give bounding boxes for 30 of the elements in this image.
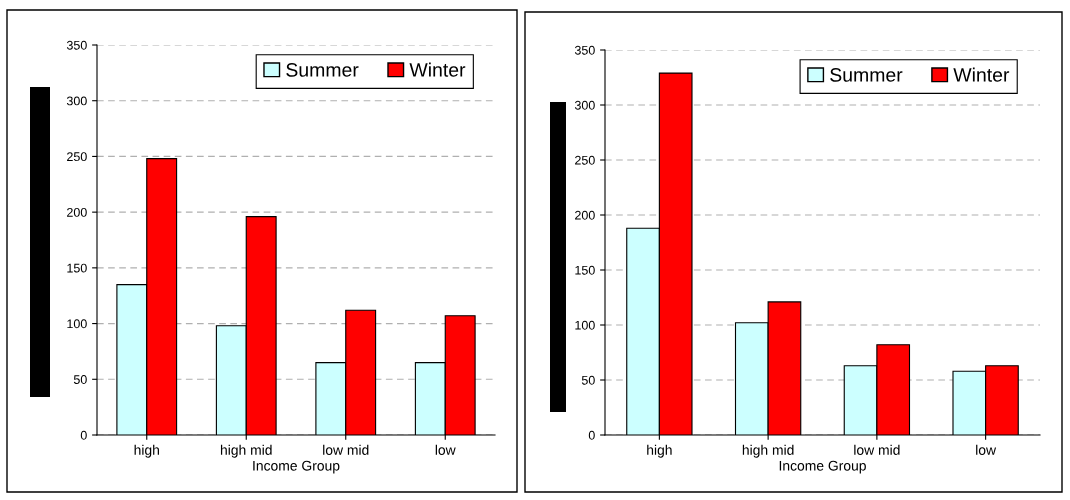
- y-tick-label: 300: [574, 100, 595, 110]
- y-tick-label: 200: [67, 207, 87, 217]
- y-tick-label: 50: [581, 375, 595, 385]
- x-axis-title: Income Group: [779, 460, 866, 474]
- y-tick-label: 350: [66, 40, 87, 50]
- y-tick-label: 100: [575, 320, 595, 330]
- x-tick-label: low: [435, 444, 456, 455]
- y-tick-label: 300: [66, 96, 87, 106]
- y-tick-label: 0: [80, 430, 87, 440]
- legend-label: Winter: [953, 67, 1010, 82]
- x-axis-title: Income Group: [253, 460, 340, 474]
- x-tick-label: low: [976, 444, 997, 455]
- x-tick-label: low mid: [854, 444, 900, 455]
- x-tick-label: high: [134, 444, 159, 458]
- y-tick-label: 100: [67, 319, 87, 329]
- y-tick-label: 50: [73, 375, 87, 384]
- y-tick-label: 150: [67, 263, 87, 273]
- legend-label: Summer: [830, 68, 903, 82]
- x-tick-label: high mid: [742, 444, 794, 458]
- y-tick-label: 200: [575, 210, 595, 220]
- legend-label: Summer: [286, 63, 359, 77]
- x-tick-label: high: [647, 444, 672, 458]
- y-tick-label: 150: [575, 265, 595, 275]
- legend-label: Winter: [409, 62, 466, 77]
- y-tick-label: 350: [574, 45, 595, 55]
- x-tick-label: low mid: [323, 444, 369, 455]
- y-tick-label: 0: [588, 430, 595, 440]
- y-tick-label: 250: [67, 152, 87, 162]
- y-tick-label: 250: [575, 155, 595, 165]
- x-tick-label: high mid: [220, 444, 272, 458]
